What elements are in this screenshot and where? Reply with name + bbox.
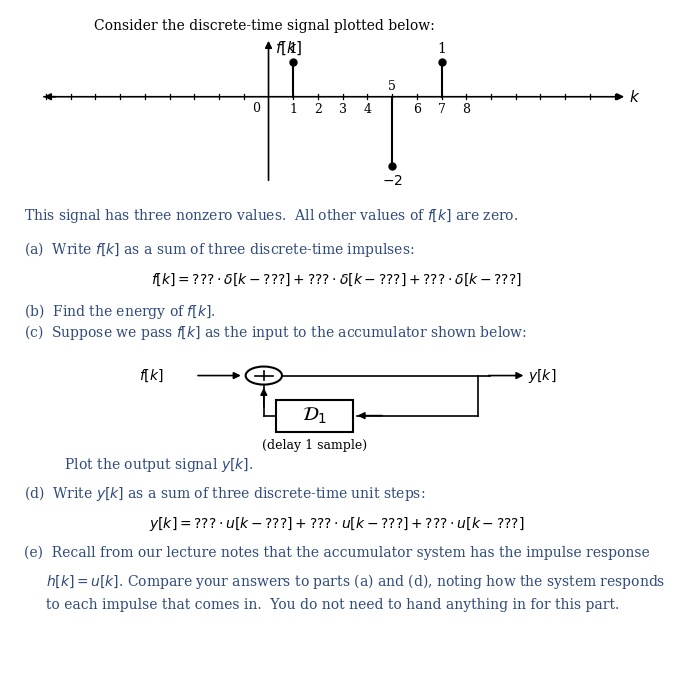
Text: to each impulse that comes in.  You do not need to hand anything in for this par: to each impulse that comes in. You do no… (24, 598, 618, 612)
Text: 1: 1 (437, 42, 446, 56)
Text: (a)  Write $f[k]$ as a sum of three discrete-time impulses:: (a) Write $f[k]$ as a sum of three discr… (24, 240, 414, 259)
Text: $f[k] = ???\cdot\delta[k-???] + ???\cdot\delta[k-???] +???\cdot\delta[k-???]$: $f[k] = ???\cdot\delta[k-???] + ???\cdot… (151, 272, 522, 288)
Text: Consider the discrete-time signal plotted below:: Consider the discrete-time signal plotte… (94, 19, 435, 33)
Text: 1: 1 (289, 103, 297, 116)
Text: 3: 3 (339, 103, 347, 116)
Text: $\mathcal{D}_1$: $\mathcal{D}_1$ (302, 406, 327, 426)
Text: 5: 5 (388, 79, 396, 93)
Text: (e)  Recall from our lecture notes that the accumulator system has the impulse r: (e) Recall from our lecture notes that t… (24, 546, 649, 560)
Text: (b)  Find the energy of $f[k]$.: (b) Find the energy of $f[k]$. (24, 302, 215, 321)
Text: (c)  Suppose we pass $f[k]$ as the input to the accumulator shown below:: (c) Suppose we pass $f[k]$ as the input … (24, 323, 526, 342)
Text: $f[k]$: $f[k]$ (275, 40, 302, 57)
Text: $h[k] = u[k]$. Compare your answers to parts (a) and (d), noting how the system : $h[k] = u[k]$. Compare your answers to p… (24, 572, 665, 591)
Text: $y[k]$: $y[k]$ (528, 366, 557, 385)
Text: $k$: $k$ (629, 88, 641, 105)
Text: This signal has three nonzero values.  All other values of $f[k]$ are zero.: This signal has three nonzero values. Al… (24, 207, 518, 225)
Text: 4: 4 (363, 103, 371, 116)
Text: 2: 2 (314, 103, 322, 116)
Text: $y[k] = ???\cdot u[k-???] + ???\cdot u[k-???] +???\cdot u[k-???]$: $y[k] = ???\cdot u[k-???] + ???\cdot u[k… (149, 515, 524, 533)
Text: Plot the output signal $y[k]$.: Plot the output signal $y[k]$. (47, 456, 253, 474)
Text: (delay 1 sample): (delay 1 sample) (262, 439, 367, 452)
Text: 1: 1 (289, 42, 297, 56)
Text: 7: 7 (437, 103, 446, 116)
Text: 0: 0 (252, 102, 260, 115)
Text: (d)  Write $y[k]$ as a sum of three discrete-time unit steps:: (d) Write $y[k]$ as a sum of three discr… (24, 484, 425, 502)
Text: $f[k]$: $f[k]$ (139, 368, 164, 384)
Text: $-2$: $-2$ (382, 175, 402, 189)
Text: 8: 8 (462, 103, 470, 116)
Text: 6: 6 (413, 103, 421, 116)
